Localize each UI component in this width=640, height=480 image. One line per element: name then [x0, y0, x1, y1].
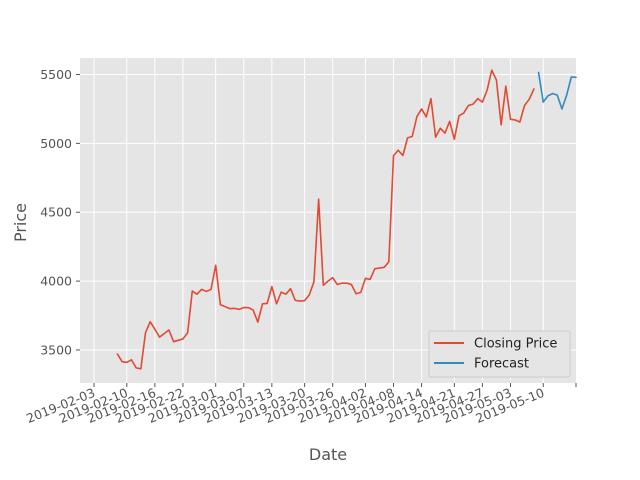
series-layer: [116, 69, 577, 370]
y-axis-label: Price: [11, 203, 30, 242]
plot-area: [80, 58, 576, 383]
grid: [80, 58, 576, 383]
y-tick-label: 4000: [40, 274, 72, 289]
series-line-closing-price: [116, 69, 535, 370]
legend-label-forecast: Forecast: [474, 357, 529, 372]
y-tick-label: 4500: [40, 205, 72, 220]
legend-box: [428, 330, 571, 378]
y-tick-label: 5500: [40, 67, 72, 82]
y-tick-label: 3500: [40, 342, 72, 357]
legend: Closing Price Forecast: [428, 330, 571, 378]
legend-label-closing-price: Closing Price: [474, 337, 557, 352]
series-line-forecast: [537, 71, 577, 110]
x-axis: 2019-02-032019-02-102019-02-162019-02-22…: [24, 383, 577, 426]
x-axis-label: Date: [309, 445, 347, 464]
y-tick-label: 5000: [40, 136, 72, 151]
y-axis: 3500 4000 4500 5000 5500: [40, 67, 80, 357]
